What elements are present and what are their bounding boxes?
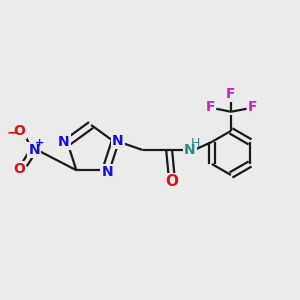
Text: +: + [35,138,44,148]
Text: O: O [14,124,26,138]
Text: N: N [28,143,40,157]
Text: N: N [184,143,196,157]
Text: F: F [248,100,257,114]
Text: H: H [190,137,200,150]
Text: N: N [58,135,70,149]
Text: O: O [165,174,178,189]
Text: N: N [101,165,113,179]
Text: −: − [7,125,19,139]
Text: F: F [206,100,215,114]
Text: O: O [13,162,25,176]
Text: F: F [226,87,236,101]
Text: N: N [112,134,124,148]
